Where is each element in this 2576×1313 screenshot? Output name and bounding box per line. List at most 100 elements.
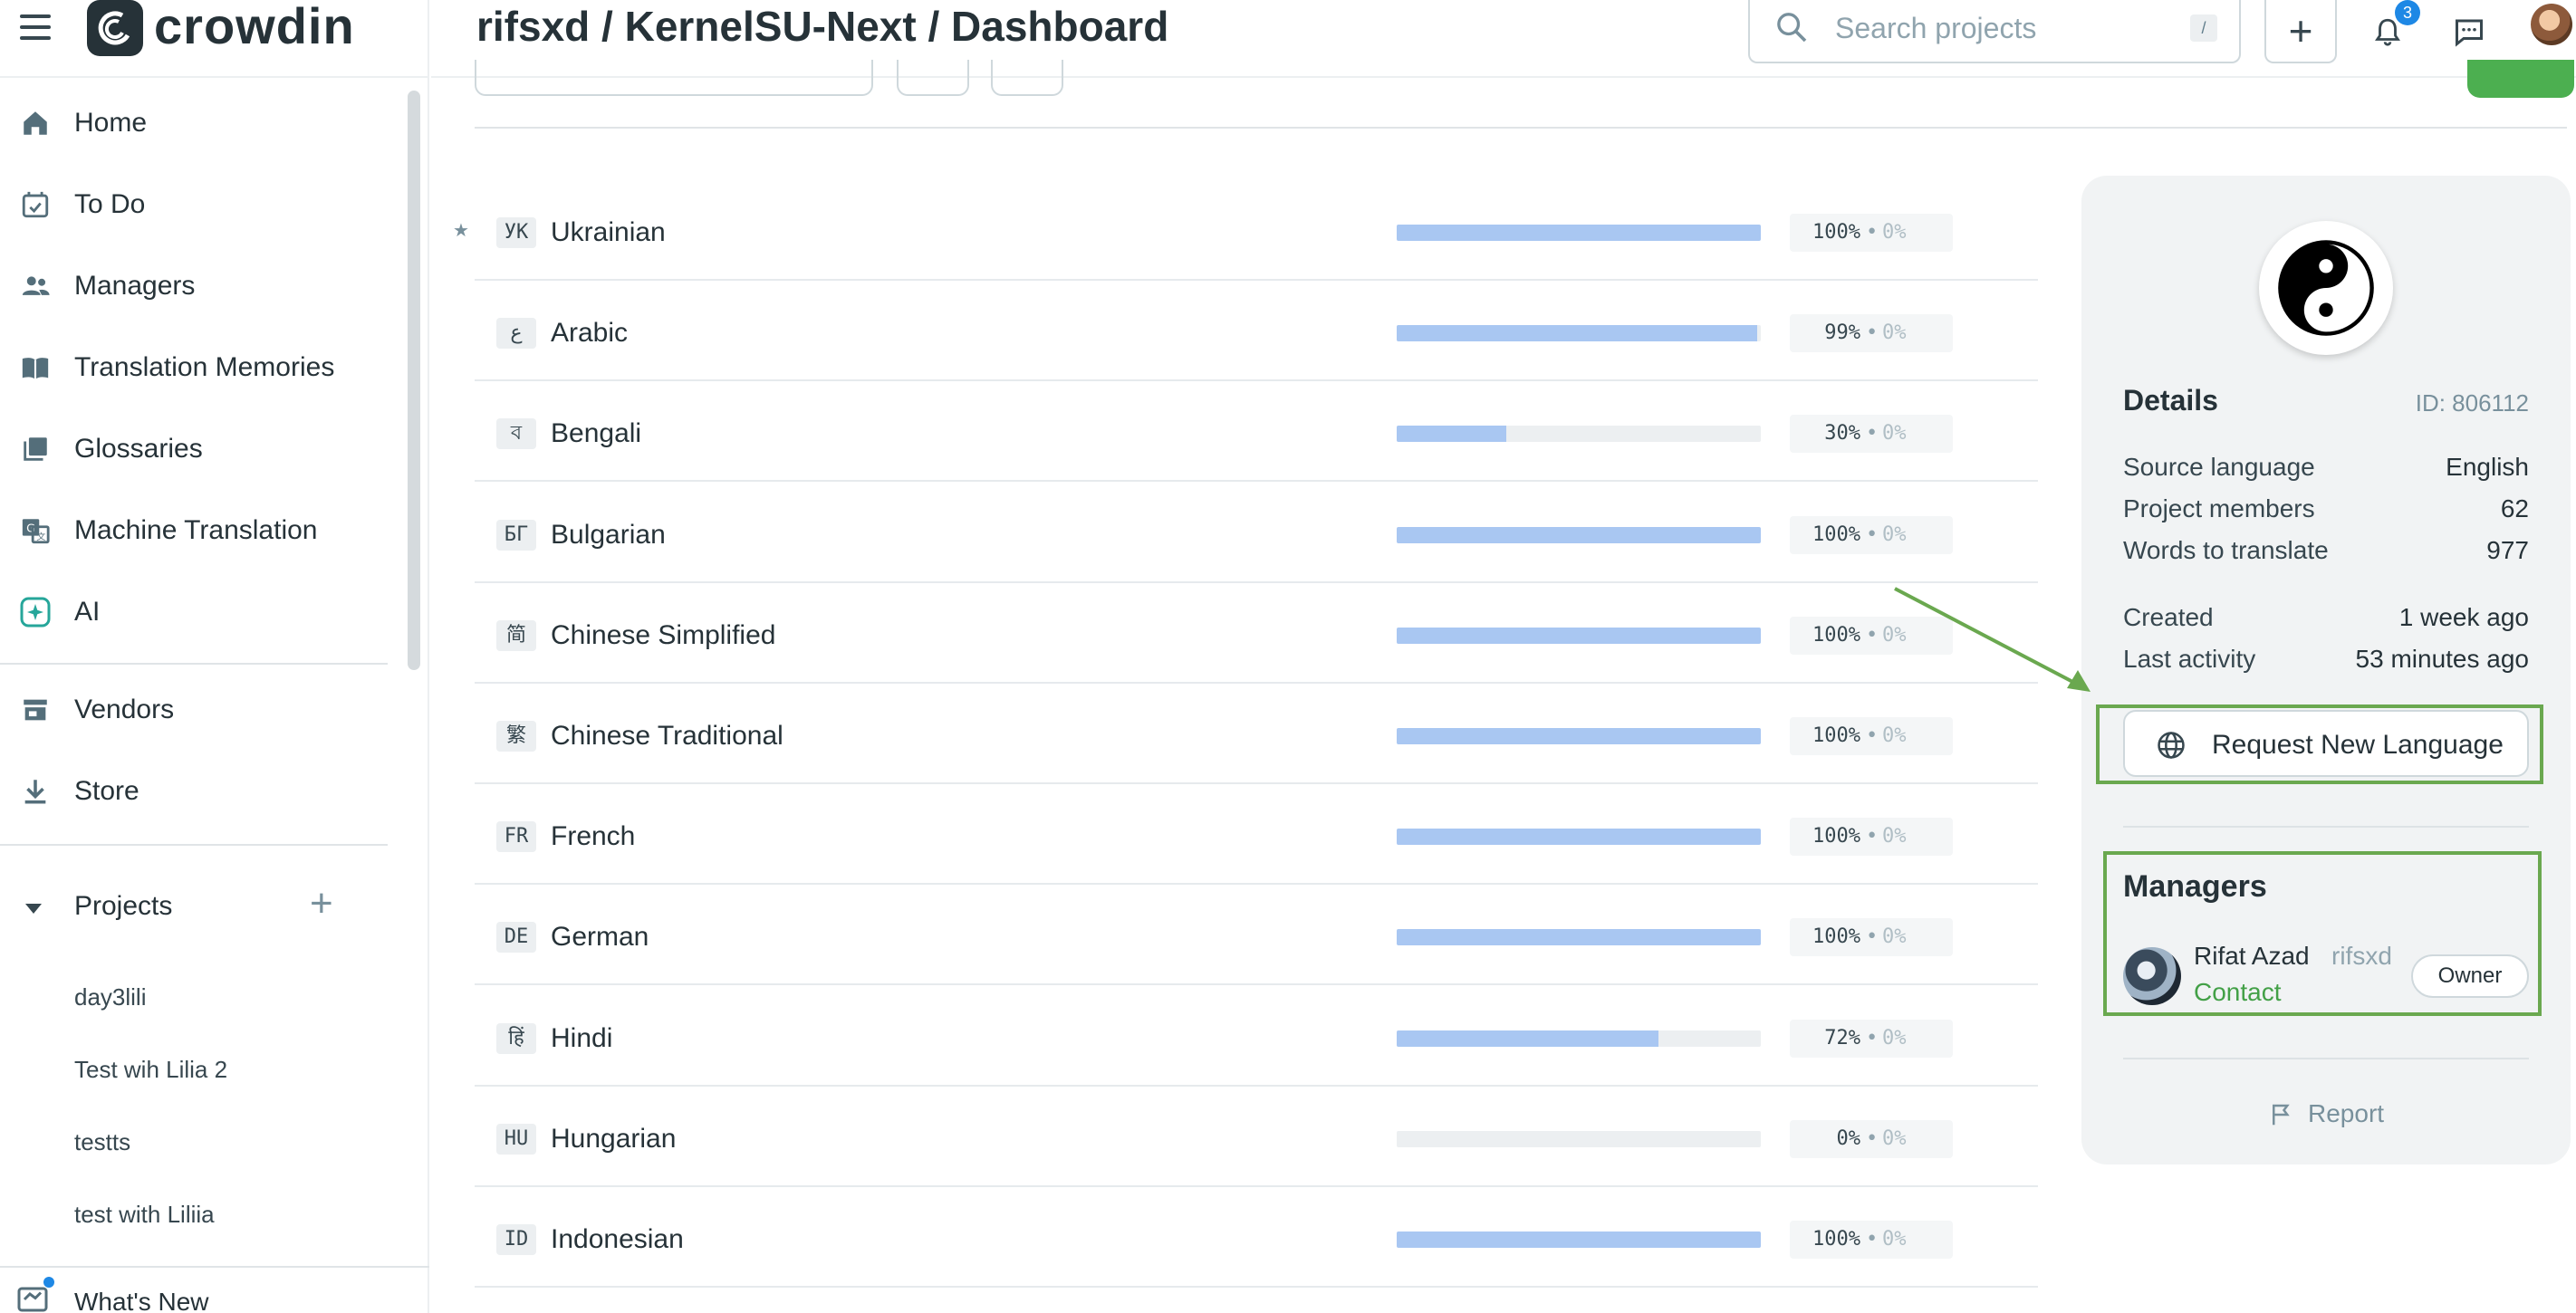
translated-percent: 100% [1812,1228,1860,1251]
language-row[interactable]: हिं Hindi 72% • 0% [475,985,2038,1087]
sidebar-item-todo[interactable]: To Do [0,168,389,241]
language-name[interactable]: Bulgarian [551,519,666,550]
approved-percent: 0% [1882,321,1907,345]
star-icon[interactable]: ★ [453,221,469,241]
translated-percent: 100% [1812,724,1860,747]
detail-key: Created [2123,603,2214,631]
sidebar-item-label: Glossaries [74,434,203,464]
language-row[interactable]: DE German 100% • 0% [475,884,2038,986]
sidebar-item-vendors[interactable]: Vendors [0,674,389,746]
create-button[interactable]: + [2264,0,2337,63]
panel-divider [2123,826,2529,828]
sidebar-project-item[interactable]: test with Liliia [74,1201,215,1228]
stats-separator: • [1866,522,1879,546]
language-row[interactable]: БГ Bulgarian 100% • 0% [475,482,2038,583]
language-name[interactable]: Hindi [551,1022,613,1053]
stats-separator: • [1866,623,1879,647]
language-name[interactable]: Chinese Simplified [551,619,776,650]
crowdin-logo-icon[interactable] [87,0,143,56]
approved-percent: 0% [1882,825,1907,848]
progress-bar-fill [1397,728,1761,744]
language-name[interactable]: German [551,922,649,953]
menu-icon[interactable] [20,14,51,42]
progress-stats: 100% • 0% [1790,717,1953,755]
language-name[interactable]: Indonesian [551,1224,684,1254]
language-code-badge: БГ [496,519,536,551]
sidebar-divider [0,844,388,846]
sidebar-item-store[interactable]: Store [0,755,389,828]
language-name[interactable]: French [551,821,636,852]
contact-link[interactable]: Contact [2194,978,2282,1006]
projects-label: Projects [74,891,173,921]
projects-section-header[interactable]: Projects + [0,873,389,942]
language-row[interactable]: ব Bengali 30% • 0% [475,380,2038,483]
highlight-box-managers [2103,851,2542,1016]
language-name[interactable]: Arabic [551,318,629,349]
sidebar-project-item[interactable]: testts [74,1128,131,1155]
stats-separator: • [1866,1126,1879,1150]
app-name[interactable]: crowdin [154,0,355,54]
manager-name[interactable]: Rifat Azad [2194,942,2310,970]
approved-percent: 0% [1882,1126,1907,1150]
search-input[interactable] [1835,7,2179,49]
sidebar-item-label: Vendors [74,695,175,724]
svg-text:文: 文 [36,531,45,542]
notifications-badge: 3 [2395,0,2420,25]
top-header: rifsxd / KernelSU-Next / Dashboard / + 3 [431,0,2576,78]
chevron-down-icon[interactable] [25,904,42,914]
language-search-field[interactable] [475,60,873,96]
add-project-icon[interactable]: + [310,881,333,925]
progress-bar-fill [1397,1030,1659,1047]
language-name[interactable]: Hungarian [551,1123,677,1154]
filter-button[interactable] [897,60,969,96]
project-avatar [2259,221,2393,355]
translated-percent: 99% [1824,321,1860,345]
sidebar-scrollbar[interactable] [408,91,420,670]
people-icon [18,269,53,303]
sidebar-item-home[interactable]: Home [0,87,389,159]
progress-stats: 100% • 0% [1790,818,1953,857]
progress-bar [1397,728,1761,744]
language-row[interactable]: ID Indonesian 100% • 0% [475,1186,2038,1288]
language-row[interactable]: ★ УК Ukrainian 100% • 0% [453,179,2038,281]
stats-separator: • [1866,221,1879,244]
detail-value: 1 week ago [2398,603,2529,631]
language-row[interactable]: 简 Chinese Simplified 100% • 0% [475,582,2038,684]
language-name[interactable]: Ukrainian [551,217,666,247]
detail-row-last-activity: Last activity 53 minutes ago [2123,645,2529,681]
user-avatar[interactable] [2531,4,2572,45]
progress-stats: 0% • 0% [1790,1119,1953,1158]
sidebar-item-managers[interactable]: Managers [0,250,389,322]
language-code-badge: FR [496,821,536,853]
progress-stats: 100% • 0% [1790,1221,1953,1259]
progress-bar-fill [1397,426,1506,443]
whats-new-item[interactable]: What's New [0,1266,429,1313]
panel-divider [2123,1058,2529,1059]
sidebar-item-glossaries[interactable]: Glossaries [0,413,389,485]
sort-button[interactable] [991,60,1063,96]
sidebar-item-translation-memories[interactable]: Translation Memories [0,331,389,404]
manager-avatar[interactable] [2123,947,2181,1005]
search-box[interactable]: / [1748,0,2241,63]
language-name[interactable]: Chinese Traditional [551,721,783,751]
detail-key: Words to translate [2123,536,2329,564]
language-row[interactable]: ع Arabic 99% • 0% [475,280,2038,382]
language-row[interactable]: FR French 100% • 0% [475,783,2038,886]
library-icon [18,432,53,466]
sidebar-project-item[interactable]: day3lili [74,983,147,1011]
language-row[interactable]: 繁 Chinese Traditional 100% • 0% [475,683,2038,784]
language-name[interactable]: Bengali [551,418,642,449]
notifications-button[interactable] [2360,0,2415,63]
sidebar-item-label: AI [74,597,101,627]
language-row[interactable]: HU Hungarian 0% • 0% [475,1086,2038,1187]
request-new-language-button[interactable]: Request New Language [2123,710,2529,777]
sidebar-project-item[interactable]: Test wih Lilia 2 [74,1056,228,1083]
messages-button[interactable] [2442,0,2496,63]
primary-action-button[interactable] [2467,60,2574,98]
report-label: Report [2308,1099,2385,1127]
svg-text:G: G [26,522,35,535]
store-icon [18,693,53,727]
translated-percent: 100% [1812,825,1860,848]
sidebar-item-ai[interactable]: AI [0,576,389,648]
